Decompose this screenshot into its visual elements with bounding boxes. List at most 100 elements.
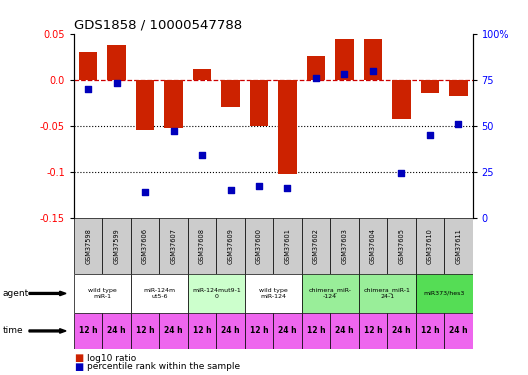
Bar (159, 217, 188, 274)
Point (84, 86, 92, 92)
Bar (421, 80, 439, 93)
Bar (359, 313, 387, 349)
Bar (216, 217, 245, 274)
Bar (301, 274, 359, 313)
Bar (301, 313, 330, 349)
Text: time: time (3, 326, 23, 335)
Text: agent: agent (3, 289, 29, 298)
Point (369, 68, 377, 74)
Bar (159, 313, 188, 349)
Text: GSM37605: GSM37605 (398, 228, 404, 264)
Bar (387, 313, 416, 349)
Point (169, 128, 178, 134)
Bar (274, 313, 301, 349)
Point (397, 170, 406, 176)
Bar (131, 313, 159, 349)
Bar (359, 217, 387, 274)
Bar (74, 313, 102, 349)
Text: GSM37603: GSM37603 (342, 228, 347, 264)
Bar (444, 217, 473, 274)
Text: 12 h: 12 h (420, 326, 439, 335)
Text: wild type
miR-124: wild type miR-124 (259, 288, 288, 299)
Text: GDS1858 / 10000547788: GDS1858 / 10000547788 (74, 18, 242, 31)
Bar (274, 217, 301, 274)
Bar (278, 80, 297, 174)
Text: 24 h: 24 h (107, 326, 126, 335)
Text: 12 h: 12 h (250, 326, 268, 335)
Text: GSM37609: GSM37609 (228, 228, 233, 264)
Bar (136, 80, 154, 130)
Text: 12 h: 12 h (79, 326, 98, 335)
Bar (416, 274, 473, 313)
Bar (164, 80, 183, 128)
Bar (330, 313, 359, 349)
Text: 24 h: 24 h (335, 326, 354, 335)
Text: percentile rank within the sample: percentile rank within the sample (87, 362, 240, 371)
Text: 24 h: 24 h (278, 326, 297, 335)
Point (255, 183, 263, 189)
Point (312, 75, 320, 81)
Bar (335, 39, 354, 80)
Point (283, 185, 291, 191)
Bar (107, 45, 126, 80)
Bar (102, 313, 131, 349)
Text: GSM37606: GSM37606 (142, 228, 148, 264)
Text: GSM37610: GSM37610 (427, 228, 433, 264)
Bar (221, 80, 240, 107)
Text: log10 ratio: log10 ratio (87, 354, 136, 363)
Bar (449, 80, 468, 96)
Bar (330, 217, 359, 274)
Bar (245, 274, 301, 313)
Bar (131, 274, 188, 313)
Text: miR-124mut9-1
0: miR-124mut9-1 0 (192, 288, 241, 299)
Bar (245, 313, 274, 349)
Text: 12 h: 12 h (193, 326, 211, 335)
Text: miR373/hes3: miR373/hes3 (423, 291, 465, 296)
Bar (193, 69, 211, 80)
Bar (74, 217, 102, 274)
Bar (416, 313, 444, 349)
Bar (245, 217, 274, 274)
Bar (359, 274, 416, 313)
Text: chimera_miR-1
24-1: chimera_miR-1 24-1 (364, 288, 411, 299)
Point (227, 187, 235, 193)
Bar (301, 217, 330, 274)
Text: GSM37602: GSM37602 (313, 228, 319, 264)
Text: 12 h: 12 h (307, 326, 325, 335)
Bar (131, 217, 159, 274)
Text: miR-124m
ut5-6: miR-124m ut5-6 (143, 288, 175, 299)
Bar (364, 39, 382, 80)
Bar (74, 274, 131, 313)
Text: GSM37608: GSM37608 (199, 228, 205, 264)
Text: GSM37604: GSM37604 (370, 228, 376, 264)
Point (426, 132, 434, 138)
Bar (188, 217, 216, 274)
Text: 24 h: 24 h (392, 326, 411, 335)
Text: GSM37601: GSM37601 (285, 228, 290, 264)
Bar (188, 274, 245, 313)
Bar (79, 52, 97, 80)
Text: GSM37598: GSM37598 (85, 228, 91, 264)
Text: 12 h: 12 h (136, 326, 154, 335)
Bar (102, 217, 131, 274)
Text: ■: ■ (74, 353, 83, 363)
Text: GSM37600: GSM37600 (256, 228, 262, 264)
Bar (416, 217, 444, 274)
Text: wild type
miR-1: wild type miR-1 (88, 288, 117, 299)
Bar (216, 313, 245, 349)
Bar (444, 313, 473, 349)
Text: 24 h: 24 h (221, 326, 240, 335)
Point (198, 152, 206, 158)
Bar (250, 80, 268, 126)
Text: ■: ■ (74, 362, 83, 372)
Point (454, 121, 463, 127)
Text: GSM37607: GSM37607 (171, 228, 176, 264)
Text: GSM37611: GSM37611 (455, 228, 461, 264)
Point (112, 80, 121, 86)
Bar (307, 56, 325, 80)
Text: 24 h: 24 h (164, 326, 183, 335)
Text: GSM37599: GSM37599 (114, 228, 120, 264)
Point (340, 71, 348, 77)
Text: chimera_miR-
-124: chimera_miR- -124 (309, 288, 352, 299)
Text: 24 h: 24 h (449, 326, 468, 335)
